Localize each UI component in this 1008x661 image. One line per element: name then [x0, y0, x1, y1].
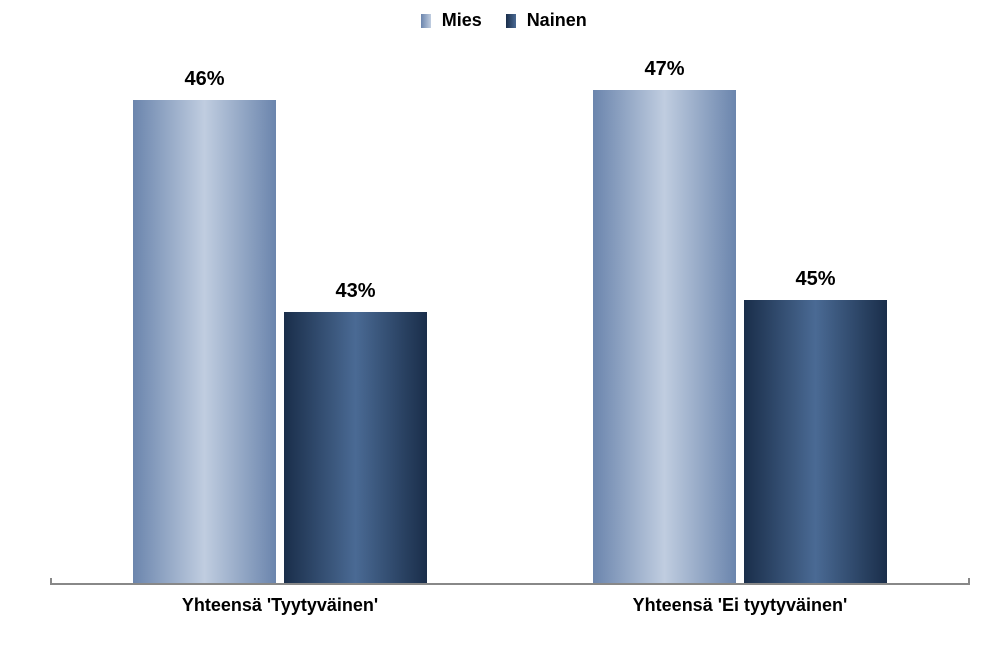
x-axis-label: Yhteensä 'Tyytyväinen' [50, 595, 510, 616]
bar-group: 47%45% [510, 60, 970, 583]
bar-value-label: 46% [133, 68, 276, 91]
bar: 45% [744, 300, 887, 584]
bar: 43% [284, 312, 427, 583]
bar: 46% [133, 100, 276, 583]
legend-label: Nainen [527, 10, 587, 30]
x-axis-label: Yhteensä 'Ei tyytyväinen' [510, 595, 970, 616]
legend-item-mies: Mies [421, 10, 481, 31]
bar-value-label: 45% [744, 268, 887, 291]
bar: 47% [593, 90, 736, 584]
bar-value-label: 47% [593, 58, 736, 81]
chart-plot-area: 46%43% 47%45% [50, 60, 970, 585]
legend-swatch-icon [421, 14, 431, 28]
legend-label: Mies [442, 10, 482, 30]
bar-value-label: 43% [284, 280, 427, 303]
bar-group: 46%43% [50, 60, 510, 583]
legend-swatch-icon [506, 14, 516, 28]
legend: Mies Nainen [0, 10, 1008, 31]
legend-item-nainen: Nainen [506, 10, 586, 31]
